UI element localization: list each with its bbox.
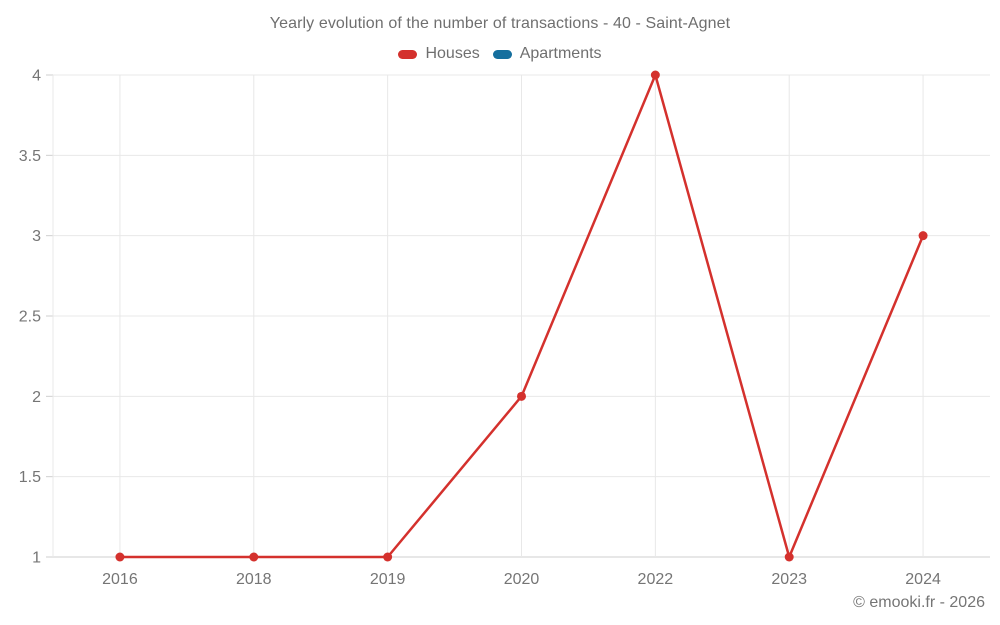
copyright-text: © emooki.fr - 2026 — [853, 594, 985, 611]
y-tick-label: 1 — [32, 550, 41, 567]
data-point-houses[interactable] — [650, 70, 660, 80]
x-tick-label: 2022 — [638, 571, 674, 588]
y-tick-label: 2 — [32, 389, 41, 406]
data-point-houses[interactable] — [115, 552, 125, 562]
x-tick-label: 2023 — [771, 571, 807, 588]
x-tick-label: 2018 — [236, 571, 272, 588]
legend-item-houses[interactable]: Houses — [398, 45, 480, 63]
data-point-houses[interactable] — [383, 552, 393, 562]
x-tick-label: 2024 — [905, 571, 941, 588]
apartments-series-swatch-icon — [492, 49, 512, 59]
data-point-houses[interactable] — [517, 391, 526, 401]
x-tick-label: 2020 — [504, 571, 540, 588]
chart-title: Yearly evolution of the number of transa… — [269, 15, 731, 32]
y-tick-label: 3.5 — [19, 148, 41, 165]
houses-series-swatch-icon — [398, 49, 418, 59]
y-tick-label: 2.5 — [19, 309, 41, 326]
houses-series-label: Houses — [425, 45, 480, 62]
legend-item-apartments[interactable]: Apartments — [492, 45, 602, 63]
data-point-houses[interactable] — [784, 552, 794, 562]
data-point-houses[interactable] — [249, 552, 259, 562]
data-point-houses[interactable] — [918, 231, 928, 241]
x-tick-label: 2016 — [102, 571, 138, 588]
x-tick-label: 2019 — [370, 571, 406, 588]
legend: Houses Apartments — [0, 45, 1000, 63]
apartments-series-label: Apartments — [519, 45, 602, 62]
y-tick-label: 1.5 — [19, 469, 41, 486]
y-tick-label: 3 — [32, 228, 41, 245]
y-tick-label: 4 — [32, 68, 41, 85]
